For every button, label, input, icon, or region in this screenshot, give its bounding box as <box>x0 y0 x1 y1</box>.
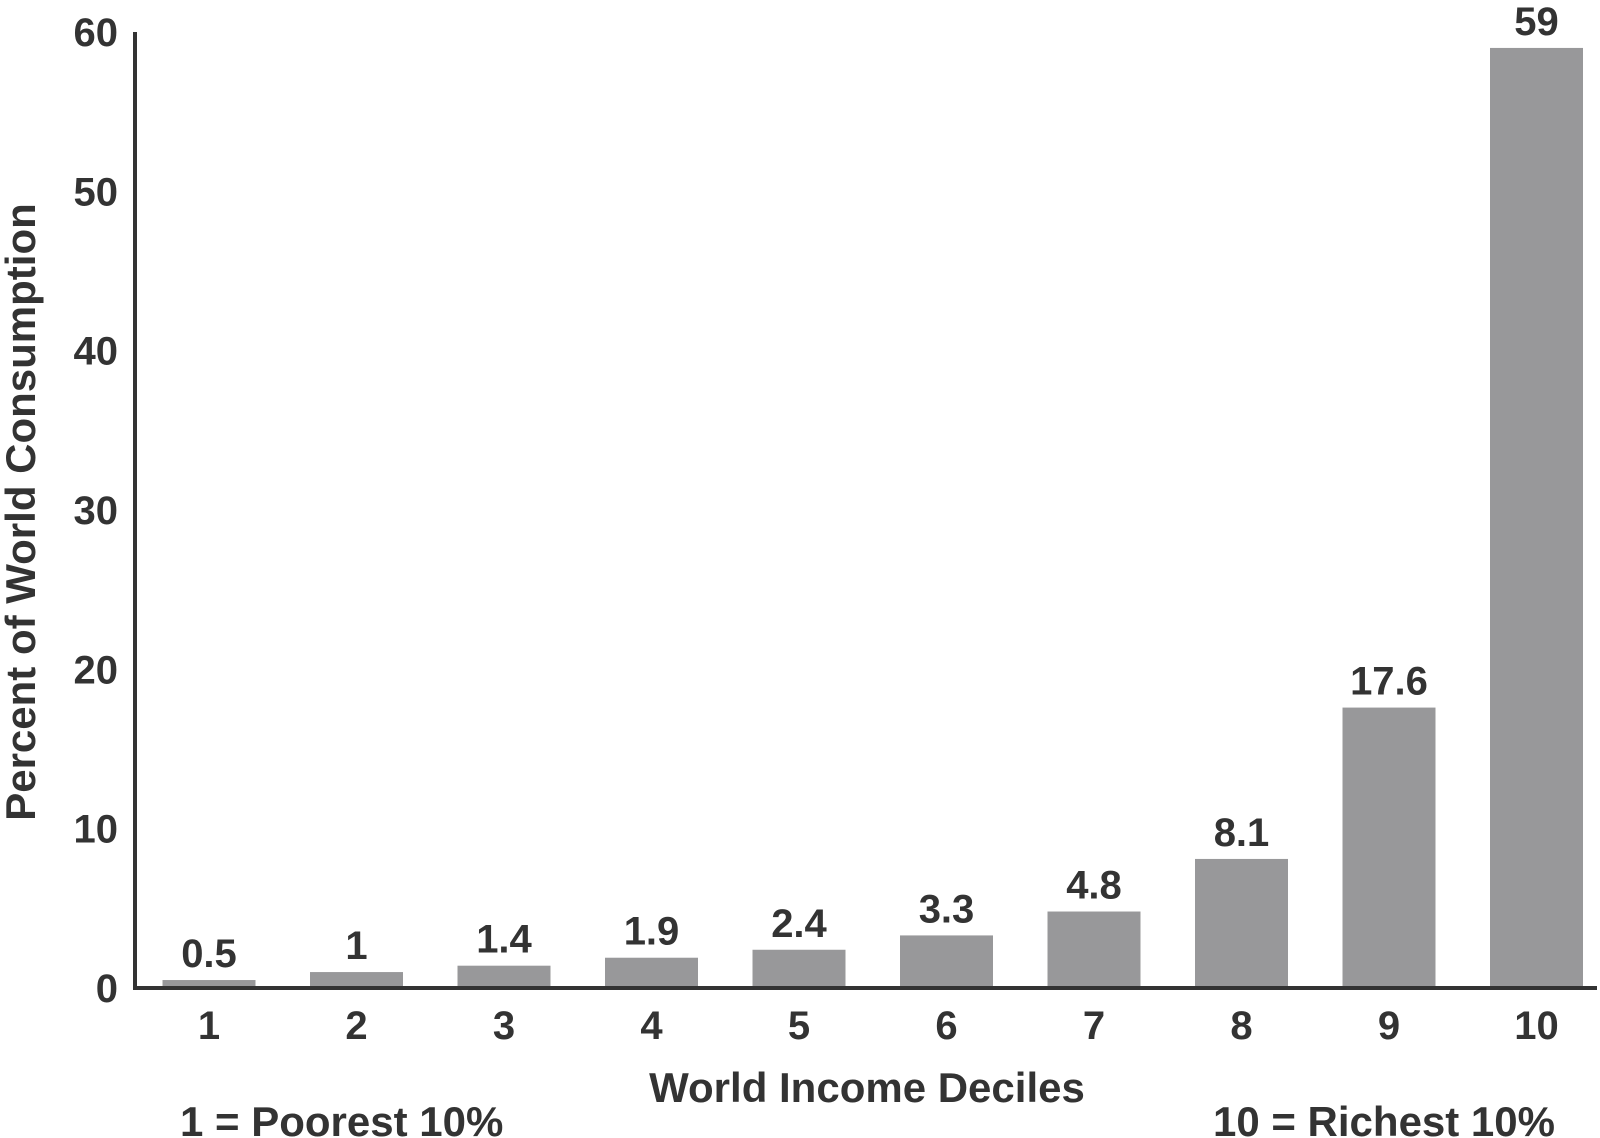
x-tick-label-9: 9 <box>1378 1004 1400 1048</box>
x-tick-label-7: 7 <box>1083 1004 1105 1048</box>
x-tick-label-1: 1 <box>198 1004 220 1048</box>
y-tick-label-20: 20 <box>74 648 119 692</box>
value-label-decile-2: 1 <box>345 924 367 968</box>
value-label-decile-6: 3.3 <box>919 887 975 931</box>
x-tick-labels-group: 1 2 3 4 5 6 7 8 9 10 <box>198 1004 1559 1048</box>
bar-decile-7 <box>1047 911 1141 988</box>
value-label-decile-10: 59 <box>1514 0 1559 44</box>
bar-decile-4 <box>605 957 698 988</box>
y-tick-labels-group: 0 10 20 30 40 50 60 <box>74 11 119 1011</box>
value-labels-group: 0.5 1 1.4 1.9 2.4 3.3 4.8 8.1 17.6 59 <box>181 0 1559 976</box>
value-label-decile-3: 1.4 <box>476 918 532 962</box>
y-tick-label-0: 0 <box>96 967 118 1011</box>
y-tick-label-10: 10 <box>74 808 119 852</box>
bar-decile-5 <box>752 949 846 988</box>
bar-decile-9 <box>1342 707 1436 988</box>
value-label-decile-9: 17.6 <box>1350 660 1428 704</box>
y-tick-label-50: 50 <box>74 170 119 214</box>
x-tick-label-8: 8 <box>1230 1004 1252 1048</box>
value-label-decile-4: 1.9 <box>624 910 680 954</box>
bar-decile-8 <box>1195 858 1288 988</box>
y-tick-label-60: 60 <box>74 11 119 55</box>
x-axis-title: World Income Deciles <box>649 1064 1085 1111</box>
value-label-decile-7: 4.8 <box>1066 864 1122 908</box>
x-tick-label-5: 5 <box>788 1004 810 1048</box>
value-label-decile-1: 0.5 <box>181 932 237 976</box>
x-tick-label-6: 6 <box>935 1004 957 1048</box>
x-tick-label-2: 2 <box>345 1004 367 1048</box>
bars-group <box>162 47 1583 988</box>
x-tick-label-4: 4 <box>640 1004 663 1048</box>
y-axis-title: Percent of World Consumption <box>0 203 44 821</box>
bar-decile-6 <box>900 935 993 988</box>
bar-decile-10 <box>1490 47 1583 988</box>
poorest-annotation: 1 = Poorest 10% <box>180 1098 503 1138</box>
y-tick-label-40: 40 <box>74 330 119 374</box>
y-tick-label-30: 30 <box>74 489 119 533</box>
x-tick-label-10: 10 <box>1514 1004 1559 1048</box>
bar-decile-3 <box>457 965 551 988</box>
richest-annotation: 10 = Richest 10% <box>1213 1098 1555 1138</box>
x-tick-label-3: 3 <box>493 1004 515 1048</box>
value-label-decile-5: 2.4 <box>771 902 827 946</box>
bar-decile-2 <box>310 972 403 988</box>
value-label-decile-8: 8.1 <box>1214 811 1270 855</box>
bar-decile-1 <box>162 980 256 988</box>
